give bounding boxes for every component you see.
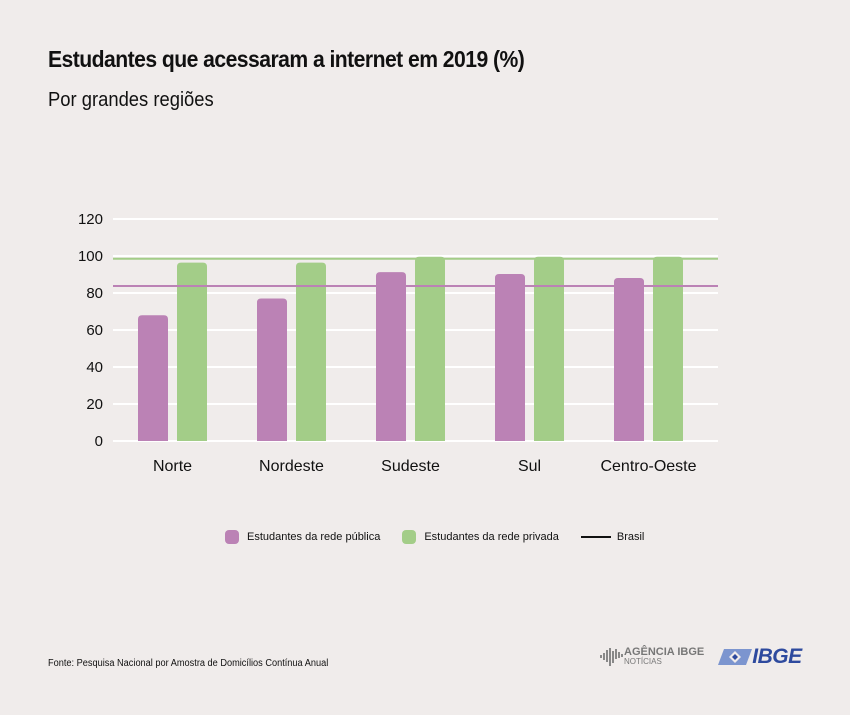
- x-tick-label: Centro-Oeste: [600, 458, 696, 475]
- bar-private: [296, 262, 326, 441]
- bar-private: [415, 256, 445, 441]
- chart-title: Estudantes que acessaram a internet em 2…: [48, 46, 525, 72]
- y-tick-label: 40: [86, 359, 103, 376]
- bar-private: [653, 256, 683, 441]
- y-tick-label: 60: [86, 322, 103, 339]
- source-note: Fonte: Pesquisa Nacional por Amostra de …: [48, 658, 329, 669]
- agencia-subtitle: NOTÍCIAS: [624, 657, 662, 666]
- x-tick-label: Norte: [153, 458, 192, 475]
- legend-item-public: Estudantes da rede pública: [225, 530, 380, 544]
- bar-chart: 0 20 40 60 80 100 120 Norte Nordeste Sudeste Sul C…: [78, 211, 718, 475]
- logos: AGÊNCIA IBGE NOTÍCIAS IBGE: [600, 645, 802, 669]
- agencia-title: AGÊNCIA IBGE: [624, 646, 705, 658]
- legend-label-private: Estudantes da rede privada: [424, 531, 559, 543]
- y-tick-label: 0: [95, 433, 103, 450]
- ibge-logo: IBGE: [718, 645, 802, 669]
- agencia-ibge-logo: AGÊNCIA IBGE NOTÍCIAS: [600, 646, 704, 668]
- bar-private: [534, 256, 564, 441]
- legend-label-brasil: Brasil: [616, 531, 645, 543]
- x-tick-label: Nordeste: [259, 458, 324, 475]
- bar-private: [177, 262, 207, 441]
- bar-public: [495, 273, 525, 441]
- legend: Estudantes da rede pública Estudantes da…: [225, 530, 666, 544]
- y-tick-label: 80: [86, 285, 103, 302]
- bar-public: [376, 272, 406, 441]
- y-axis-ticks: 0 20 40 60 80 100 120: [78, 211, 103, 450]
- agencia-bars-icon: [600, 648, 623, 666]
- legend-label-public: Estudantes da rede pública: [247, 531, 381, 543]
- ibge-logo-text: IBGE: [752, 645, 802, 668]
- ibge-emblem-icon: [718, 649, 753, 665]
- bar-public: [614, 278, 644, 441]
- x-tick-label: Sudeste: [381, 458, 440, 475]
- legend-item-brasil: Brasil: [580, 531, 645, 543]
- bars: [138, 256, 683, 441]
- chart-subtitle: Por grandes regiões: [48, 89, 214, 111]
- y-tick-label: 120: [78, 211, 103, 228]
- legend-swatch-public: [225, 530, 239, 544]
- y-tick-label: 100: [78, 248, 103, 265]
- legend-line-brasil: [580, 536, 611, 538]
- reference-lines: [113, 257, 718, 287]
- legend-item-private: Estudantes da rede privada: [402, 530, 559, 544]
- x-tick-label: Sul: [518, 458, 541, 475]
- x-axis-ticks: Norte Nordeste Sudeste Sul Centro-Oeste: [153, 458, 697, 475]
- y-tick-label: 20: [86, 396, 103, 413]
- bar-public: [257, 298, 287, 441]
- bar-public: [138, 315, 168, 441]
- legend-swatch-private: [402, 530, 417, 544]
